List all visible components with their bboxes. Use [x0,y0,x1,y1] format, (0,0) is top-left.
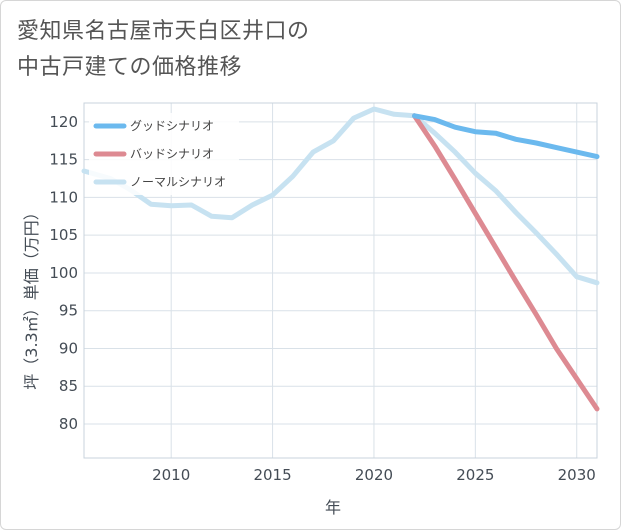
y-tick-label-80: 80 [59,415,78,433]
x-tick-label-2010: 2010 [152,466,190,484]
y-tick-label-105: 105 [49,226,78,244]
series-line-1 [412,113,600,160]
tick-labels: 2010 2015 2020 2025 2030 80 85 90 95 100 105 110 115… [49,113,595,484]
y-tick-label-100: 100 [49,264,78,282]
y-tick-label-120: 120 [49,113,78,131]
chart-title-line2: 中古戸建ての価格推移 [17,55,243,80]
series-layer [81,106,600,412]
y-tick-label-90: 90 [59,339,78,357]
series-line-3 [81,106,600,286]
y-tick-label-85: 85 [59,377,78,395]
x-axis-title: 年 [325,498,341,517]
x-tick-label-2025: 2025 [456,466,494,484]
x-tick-label-2020: 2020 [355,466,393,484]
y-axis-title: 坪（3.3㎡）単価（万円） [22,204,41,389]
legend-label-1: グッドシナリオ [130,119,214,133]
x-tick-label-2015: 2015 [253,466,291,484]
series-line-2 [412,113,600,412]
chart-title-line1: 愛知県名古屋市天白区井口の [17,19,310,44]
y-tick-label-110: 110 [49,188,78,206]
x-tick-label-2030: 2030 [558,466,596,484]
y-tick-label-95: 95 [59,302,78,320]
legend-label-2: バッドシナリオ [130,147,214,161]
grid-lines [84,103,597,458]
legend-label-3: ノーマルシナリオ [130,175,226,189]
chart-title: 愛知県名古屋市天白区井口の 中古戸建ての価格推移 [17,14,310,86]
y-tick-label-115: 115 [49,151,78,169]
